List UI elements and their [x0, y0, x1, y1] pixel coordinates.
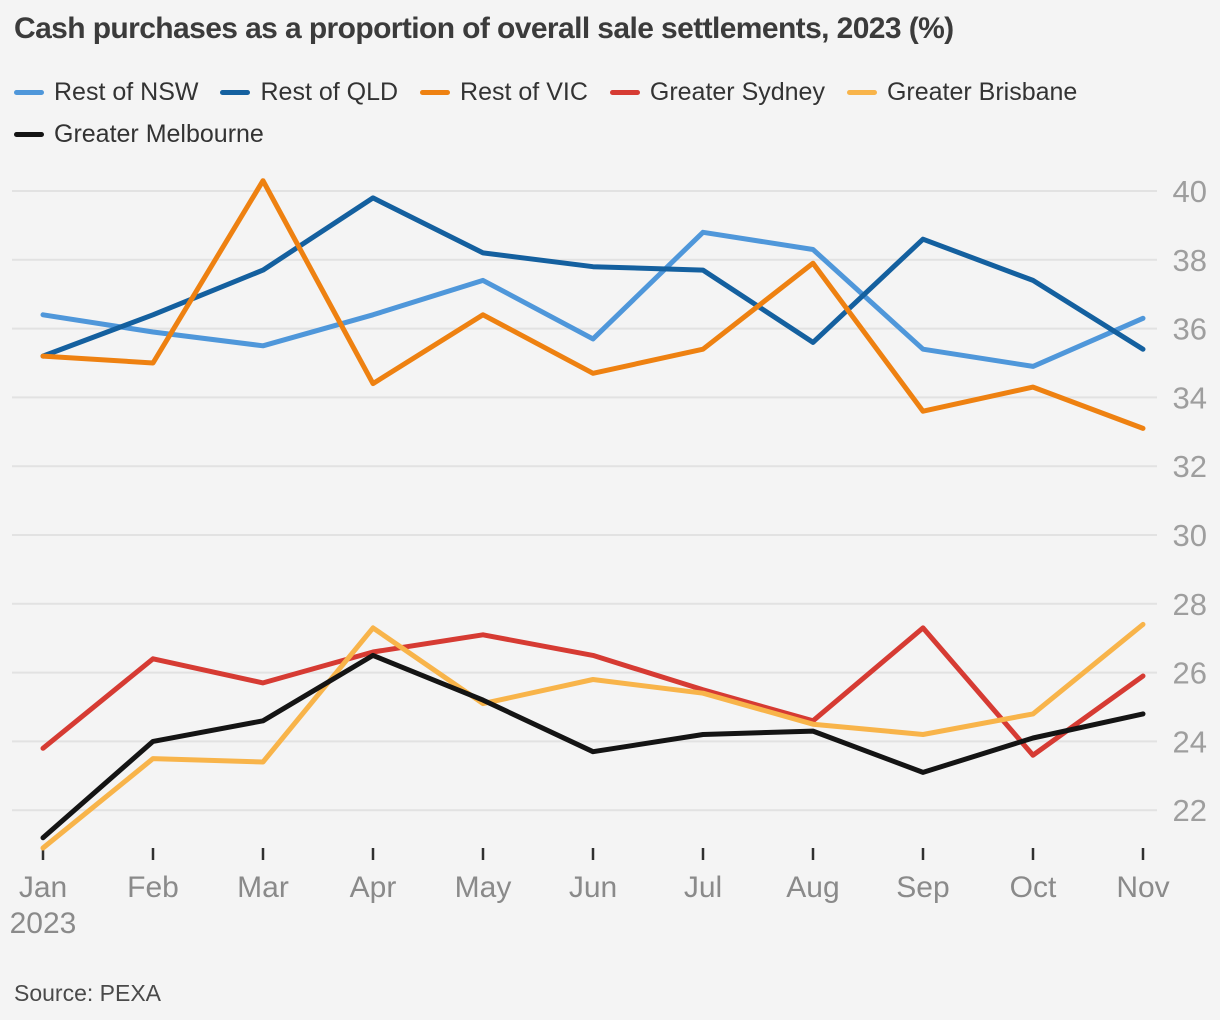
- legend-label: Rest of QLD: [260, 78, 399, 106]
- chart-title: Cash purchases as a proportion of overal…: [14, 12, 954, 45]
- x-axis-tick-label: Sep: [896, 871, 949, 904]
- x-axis-tick-label: Oct: [1010, 871, 1057, 904]
- legend-item-rest-of-vic: Rest of VIC: [420, 78, 588, 107]
- y-axis-tick-label: 36: [1173, 312, 1207, 347]
- chart-legend: Rest of NSW Rest of QLD Rest of VIC Grea…: [14, 78, 1206, 149]
- x-axis-tick-label: Jul: [684, 871, 722, 904]
- legend-item-greater-melbourne: Greater Melbourne: [14, 120, 264, 149]
- legend-swatch-greater-melbourne: [14, 132, 44, 137]
- x-axis-tick-label: Mar: [237, 871, 289, 904]
- x-axis-tick-label: Jan: [19, 871, 67, 904]
- x-axis-tick-label: Aug: [786, 871, 839, 904]
- y-axis-tick-label: 40: [1173, 174, 1207, 209]
- legend-label: Rest of VIC: [460, 78, 588, 106]
- legend-label: Rest of NSW: [54, 78, 199, 106]
- y-axis-tick-label: 38: [1173, 243, 1207, 278]
- y-axis-tick-label: 24: [1173, 724, 1207, 759]
- series-line-rest-of-vic: [40, 178, 1146, 431]
- series-line-rest-of-nsw: [40, 229, 1146, 369]
- legend-label: Greater Sydney: [649, 78, 825, 106]
- y-axis-tick-label: 32: [1173, 449, 1207, 484]
- y-axis-tick-label: 34: [1173, 380, 1207, 415]
- source-note: Source: PEXA: [14, 980, 162, 1006]
- series-line-greater-sydney: [40, 625, 1146, 758]
- x-axis-tick-label: Feb: [127, 871, 179, 904]
- legend-item-rest-of-qld: Rest of QLD: [220, 78, 398, 107]
- x-axis-tick-label: Apr: [350, 871, 397, 904]
- legend-swatch-rest-of-vic: [420, 90, 451, 95]
- legend-swatch-greater-sydney: [609, 90, 640, 95]
- x-axis-tick-label: Nov: [1116, 871, 1169, 904]
- legend-label: Greater Brisbane: [886, 78, 1078, 106]
- x-axis-year-label: 2023: [10, 907, 77, 940]
- legend-swatch-greater-brisbane: [846, 90, 877, 95]
- legend-item-rest-of-nsw: Rest of NSW: [14, 78, 198, 107]
- legend-item-greater-brisbane: Greater Brisbane: [846, 78, 1078, 107]
- legend-swatch-rest-of-qld: [220, 90, 251, 95]
- x-axis-tick-label: Jun: [569, 871, 617, 904]
- legend-swatch-rest-of-nsw: [14, 90, 44, 95]
- x-axis-tick-label: May: [455, 871, 512, 904]
- y-axis-tick-label: 26: [1173, 656, 1207, 691]
- y-axis-tick-label: 30: [1173, 518, 1207, 553]
- legend-label: Greater Melbourne: [54, 120, 264, 148]
- y-axis-tick-label: 22: [1173, 793, 1207, 828]
- y-axis-tick-label: 28: [1173, 587, 1207, 622]
- series-line-greater-melbourne: [40, 652, 1146, 841]
- series-line-rest-of-qld: [40, 195, 1146, 359]
- legend-item-greater-sydney: Greater Sydney: [609, 78, 825, 107]
- series-line-greater-brisbane: [40, 621, 1146, 851]
